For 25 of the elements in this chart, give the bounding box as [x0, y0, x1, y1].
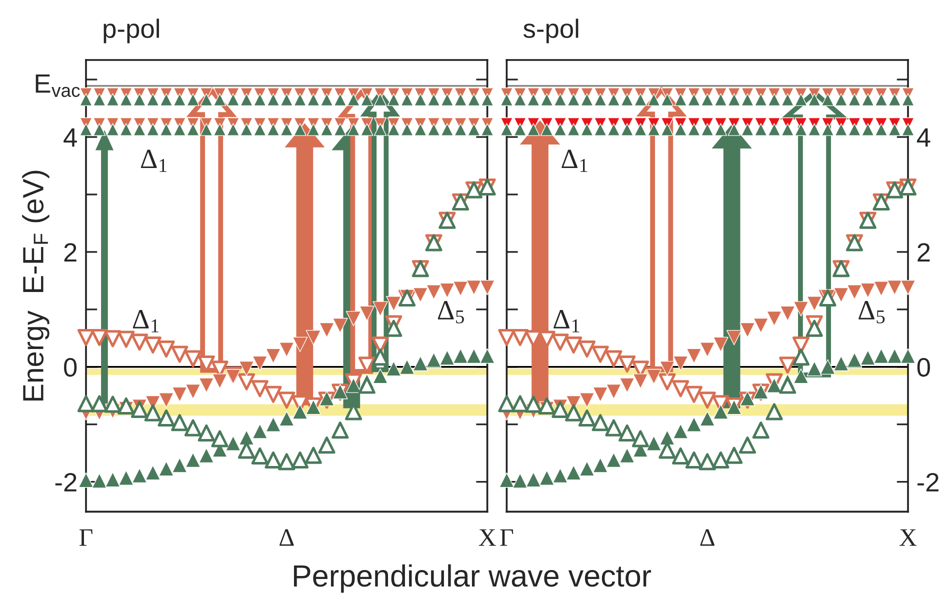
annotation: Δ$_{1}$: [132, 310, 159, 332]
chart-title: p-pol: [104, 18, 159, 44]
ref-line-label: E$_{vac}$: [36, 74, 80, 97]
x-tick-label: Δ: [280, 529, 294, 546]
annotation: Δ$_{1}$: [562, 150, 588, 172]
x-tick-label: X: [900, 529, 917, 546]
chart-title: s-pol: [523, 18, 578, 44]
y-tick-label: 0: [917, 358, 930, 377]
annotation: Δ$_{1}$: [554, 310, 580, 332]
x-tick-label: X: [478, 529, 496, 546]
x-axis-title: Perpendicular wave vector: [294, 564, 652, 593]
x-tick-label: Γ: [500, 529, 514, 546]
y-tick-label: 2: [64, 243, 76, 262]
annotation: Δ$_{5}$: [858, 301, 885, 324]
y-tick-label: -2: [55, 472, 76, 492]
y-tick-label: 4: [64, 128, 77, 147]
y-tick-label: 0: [64, 358, 77, 377]
x-tick-label: Γ: [79, 529, 92, 546]
y-tick-label: 2: [918, 243, 930, 262]
annotation: Δ$_{1}$: [140, 150, 167, 172]
y-tick-label: -2: [918, 472, 938, 492]
x-tick-label: Δ: [700, 529, 714, 546]
y-axis-title: Energy E-E$_{F}$ (eV): [22, 170, 50, 401]
y-tick-label: 4: [916, 128, 930, 147]
annotation: Δ$_{5}$: [438, 301, 464, 324]
